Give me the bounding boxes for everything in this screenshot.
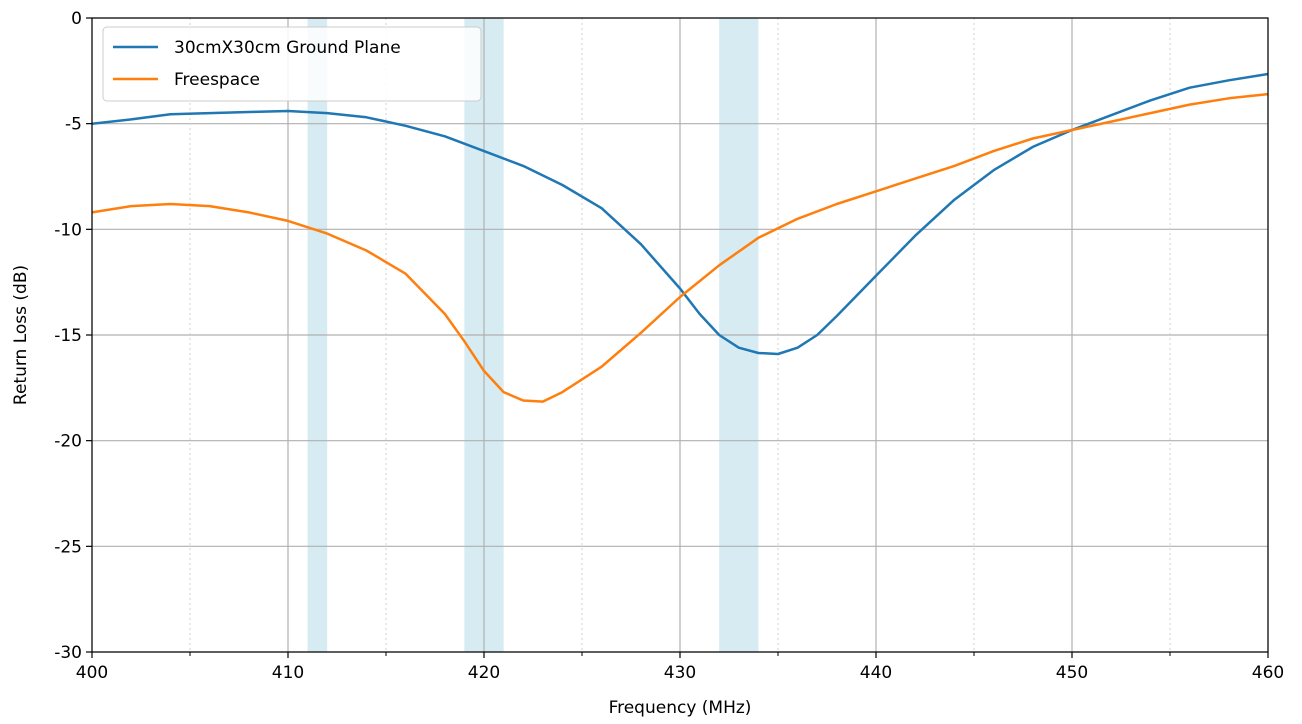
series-line-1	[91, 92, 1269, 403]
x-tick-label-6: 460	[1252, 663, 1284, 683]
y-tick-label-6: -30	[54, 643, 82, 663]
legend-label-freespace: Freespace	[174, 70, 260, 90]
series-line-0	[91, 72, 1269, 356]
y-tick-label-5: -25	[54, 537, 82, 557]
y-tick-label-1: -5	[65, 115, 82, 135]
x-tick-label-0: 400	[76, 663, 108, 683]
axis-ticks: 400 410 420 430 440 450 460 0 -5 -10 -15 -20 -25 -30	[54, 9, 1284, 683]
x-axis-label: Frequency (MHz)	[609, 698, 752, 718]
legend-box	[102, 26, 482, 102]
x-tick-label-2: 420	[468, 663, 500, 683]
x-tick-label-3: 430	[664, 663, 696, 683]
y-tick-label-2: -10	[54, 220, 82, 240]
y-axis-label: Return Loss (dB)	[11, 265, 31, 405]
legend-label-ground-plane: 30cmX30cm Ground Plane	[174, 38, 401, 58]
grid-lines	[91, 17, 1269, 653]
series-layer	[91, 72, 1269, 403]
y-tick-label-0: 0	[71, 9, 82, 29]
x-tick-label-1: 410	[272, 663, 304, 683]
x-tick-label-4: 440	[860, 663, 892, 683]
y-tick-label-3: -15	[54, 326, 82, 346]
y-tick-label-4: -20	[54, 432, 82, 452]
legend: 30cmX30cm Ground Plane Freespace	[102, 26, 482, 102]
x-tick-label-5: 450	[1056, 663, 1088, 683]
